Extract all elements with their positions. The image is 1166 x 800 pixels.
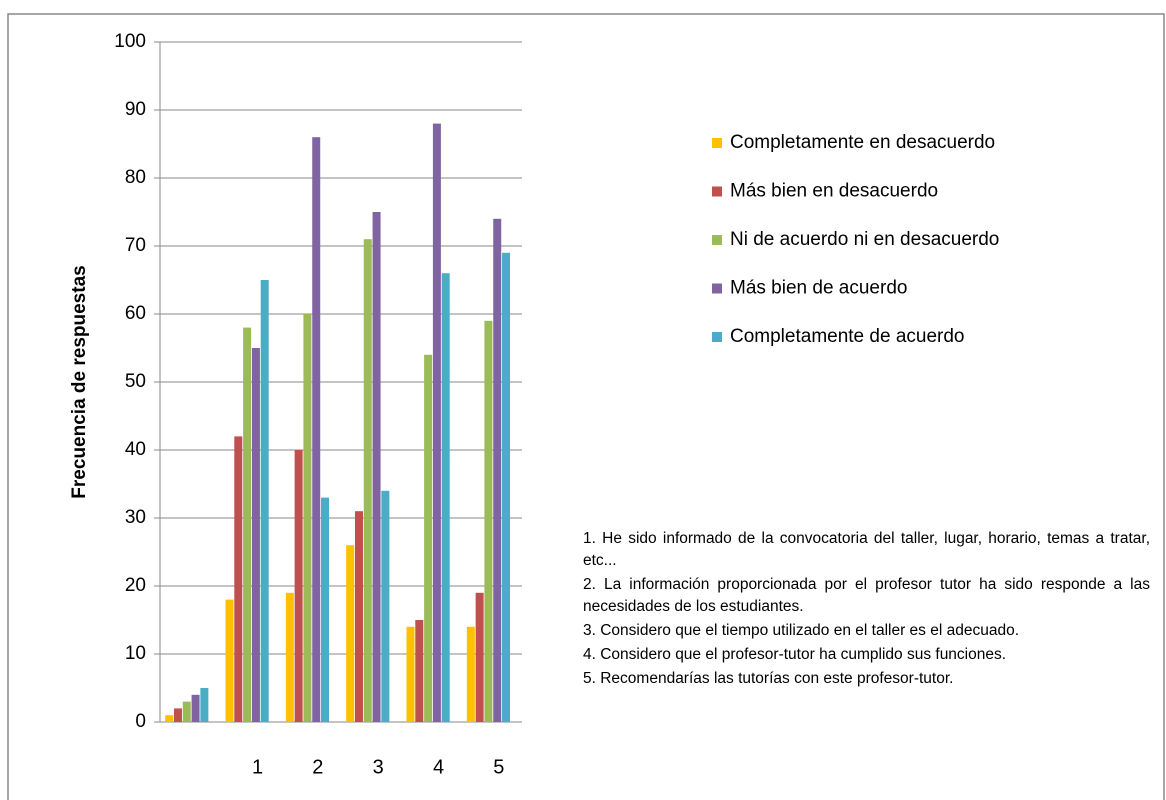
bar — [424, 354, 433, 722]
bar — [354, 511, 363, 722]
x-tick-label: 1 — [252, 756, 263, 778]
chart-frame — [7, 13, 1165, 800]
bar — [182, 701, 191, 722]
bar — [363, 239, 372, 722]
bar — [243, 327, 252, 722]
y-tick-label: 60 — [125, 303, 146, 324]
bar — [346, 545, 355, 722]
bar — [260, 280, 269, 722]
legend-swatch — [712, 235, 722, 245]
bar — [432, 123, 441, 723]
x-tick-label: 2 — [312, 756, 323, 778]
legend-swatch — [712, 283, 722, 294]
legend-label: Completamente de acuerdo — [730, 326, 964, 347]
y-tick-label: 30 — [125, 507, 146, 528]
bar — [493, 218, 502, 723]
note: 3. Considero que el tiempo utilizado en … — [583, 622, 1019, 639]
bar — [251, 348, 260, 722]
legend-swatch — [712, 332, 722, 342]
bar — [475, 592, 484, 722]
bar — [484, 320, 493, 722]
bar — [285, 592, 294, 722]
x-tick-label: 4 — [433, 756, 444, 778]
y-tick-label: 40 — [125, 439, 146, 460]
y-tick-label: 70 — [125, 235, 146, 256]
y-tick-label: 100 — [114, 31, 146, 52]
bar — [165, 715, 174, 722]
y-tick-label: 0 — [135, 711, 146, 732]
note: 4. Considero que el profesor-tutor ha cu… — [583, 646, 1007, 663]
bar — [415, 620, 424, 722]
bar — [372, 212, 381, 722]
y-tick-label: 50 — [125, 371, 146, 392]
legend-label: Más bien de acuerdo — [730, 278, 907, 299]
legend-swatch — [712, 186, 722, 197]
bar — [312, 137, 321, 722]
y-axis-label: Frecuencia de respuestas — [69, 265, 90, 498]
note: 2. La información proporcionada por el p… — [583, 576, 1150, 615]
y-tick-label: 90 — [125, 99, 146, 120]
bar — [303, 314, 312, 722]
bar — [200, 688, 209, 722]
bar — [234, 436, 243, 722]
note: 1. He sido informado de la convocatoria … — [583, 530, 1150, 569]
x-tick-label: 5 — [493, 756, 504, 778]
legend-label: Completamente en desacuerdo — [730, 132, 995, 153]
bar — [406, 626, 415, 722]
y-tick-label: 20 — [125, 575, 146, 596]
bar — [173, 708, 182, 722]
bar — [225, 599, 234, 722]
legend-swatch — [712, 138, 722, 148]
note: 5. Recomendarías las tutorías con este p… — [583, 670, 954, 687]
y-tick-label: 10 — [125, 643, 146, 664]
legend-label: Ni de acuerdo ni en desacuerdo — [730, 229, 999, 250]
bar — [381, 490, 390, 722]
legend-label: Más bien en desacuerdo — [730, 181, 938, 202]
bar — [466, 626, 475, 722]
x-tick-label: 3 — [373, 756, 384, 778]
bar — [191, 694, 200, 722]
bar — [441, 273, 450, 722]
bar — [502, 252, 511, 723]
notes: 1. He sido informado de la convocatoria … — [583, 528, 1150, 692]
y-tick-label: 80 — [125, 167, 146, 188]
bar — [294, 450, 303, 722]
bar — [321, 497, 330, 722]
